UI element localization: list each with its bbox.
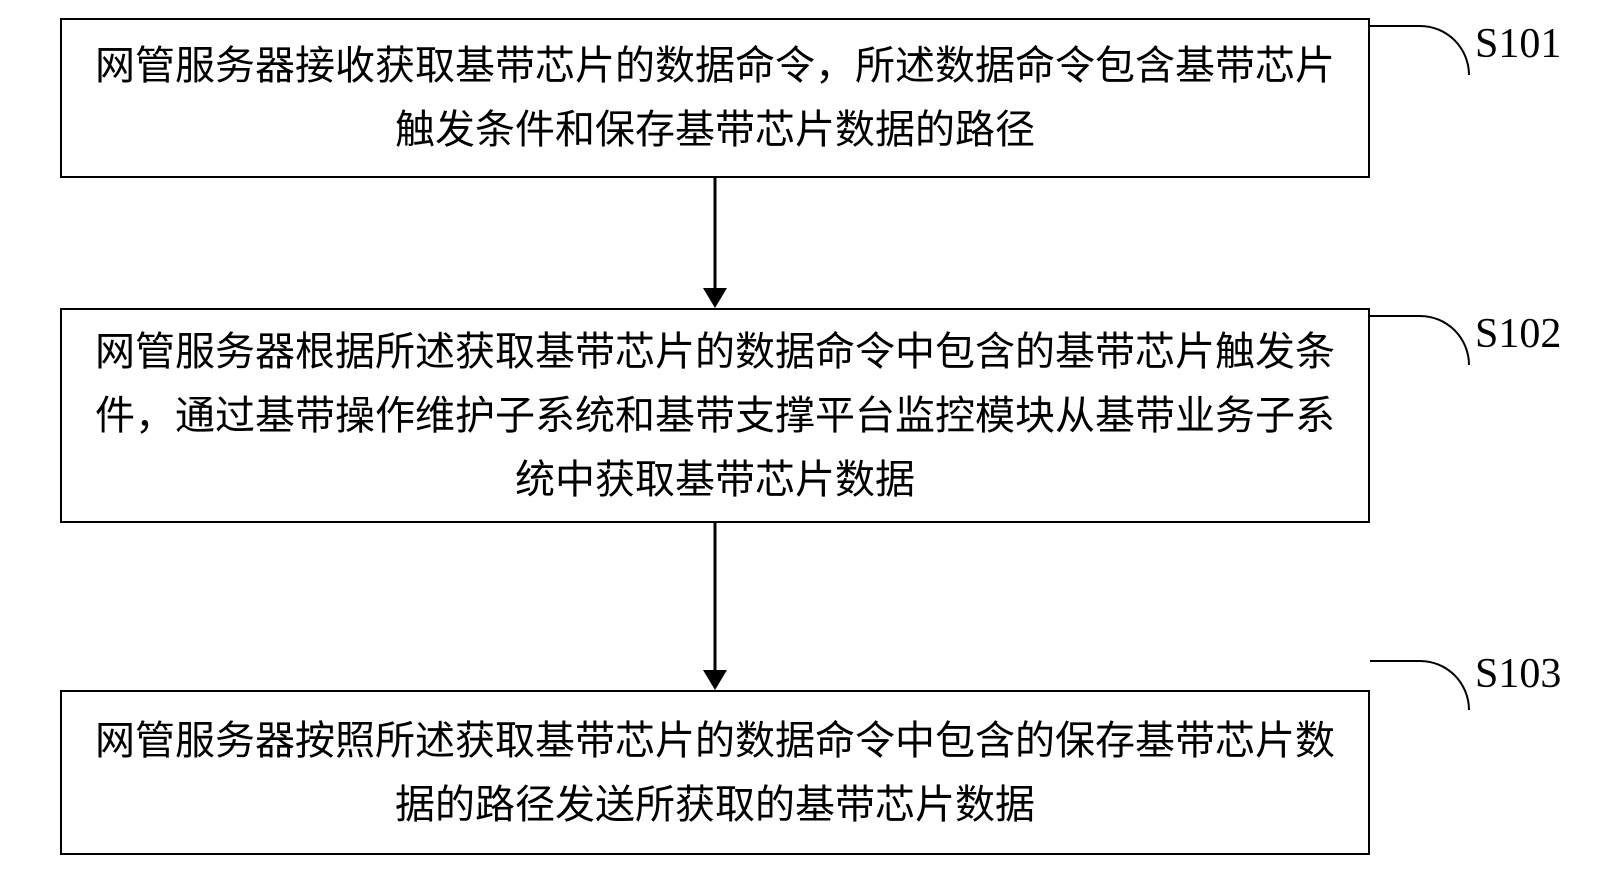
step-text-s101: 网管服务器接收获取基带芯片的数据命令，所述数据命令包含基带芯片触发条件和保存基带…	[92, 34, 1338, 162]
step-box-s101: 网管服务器接收获取基带芯片的数据命令，所述数据命令包含基带芯片触发条件和保存基带…	[60, 18, 1370, 178]
step-label-s102: S102	[1475, 310, 1561, 358]
connector-s102-s103	[714, 523, 717, 670]
flowchart-container: 网管服务器接收获取基带芯片的数据命令，所述数据命令包含基带芯片触发条件和保存基带…	[0, 0, 1609, 883]
step-box-s102: 网管服务器根据所述获取基带芯片的数据命令中包含的基带芯片触发条件，通过基带操作维…	[60, 308, 1370, 523]
step-box-s103: 网管服务器按照所述获取基带芯片的数据命令中包含的保存基带芯片数据的路径发送所获取…	[60, 690, 1370, 855]
leader-line-s102	[1370, 315, 1470, 365]
arrow-head-s101-s102	[703, 288, 727, 308]
step-label-s101: S101	[1475, 20, 1561, 68]
connector-s101-s102	[714, 178, 717, 288]
step-text-s102: 网管服务器根据所述获取基带芯片的数据命令中包含的基带芯片触发条件，通过基带操作维…	[92, 320, 1338, 512]
arrow-head-s102-s103	[703, 670, 727, 690]
leader-line-s103	[1370, 660, 1470, 710]
step-label-s103: S103	[1475, 650, 1561, 698]
leader-line-s101	[1370, 25, 1470, 75]
step-text-s103: 网管服务器按照所述获取基带芯片的数据命令中包含的保存基带芯片数据的路径发送所获取…	[92, 709, 1338, 837]
